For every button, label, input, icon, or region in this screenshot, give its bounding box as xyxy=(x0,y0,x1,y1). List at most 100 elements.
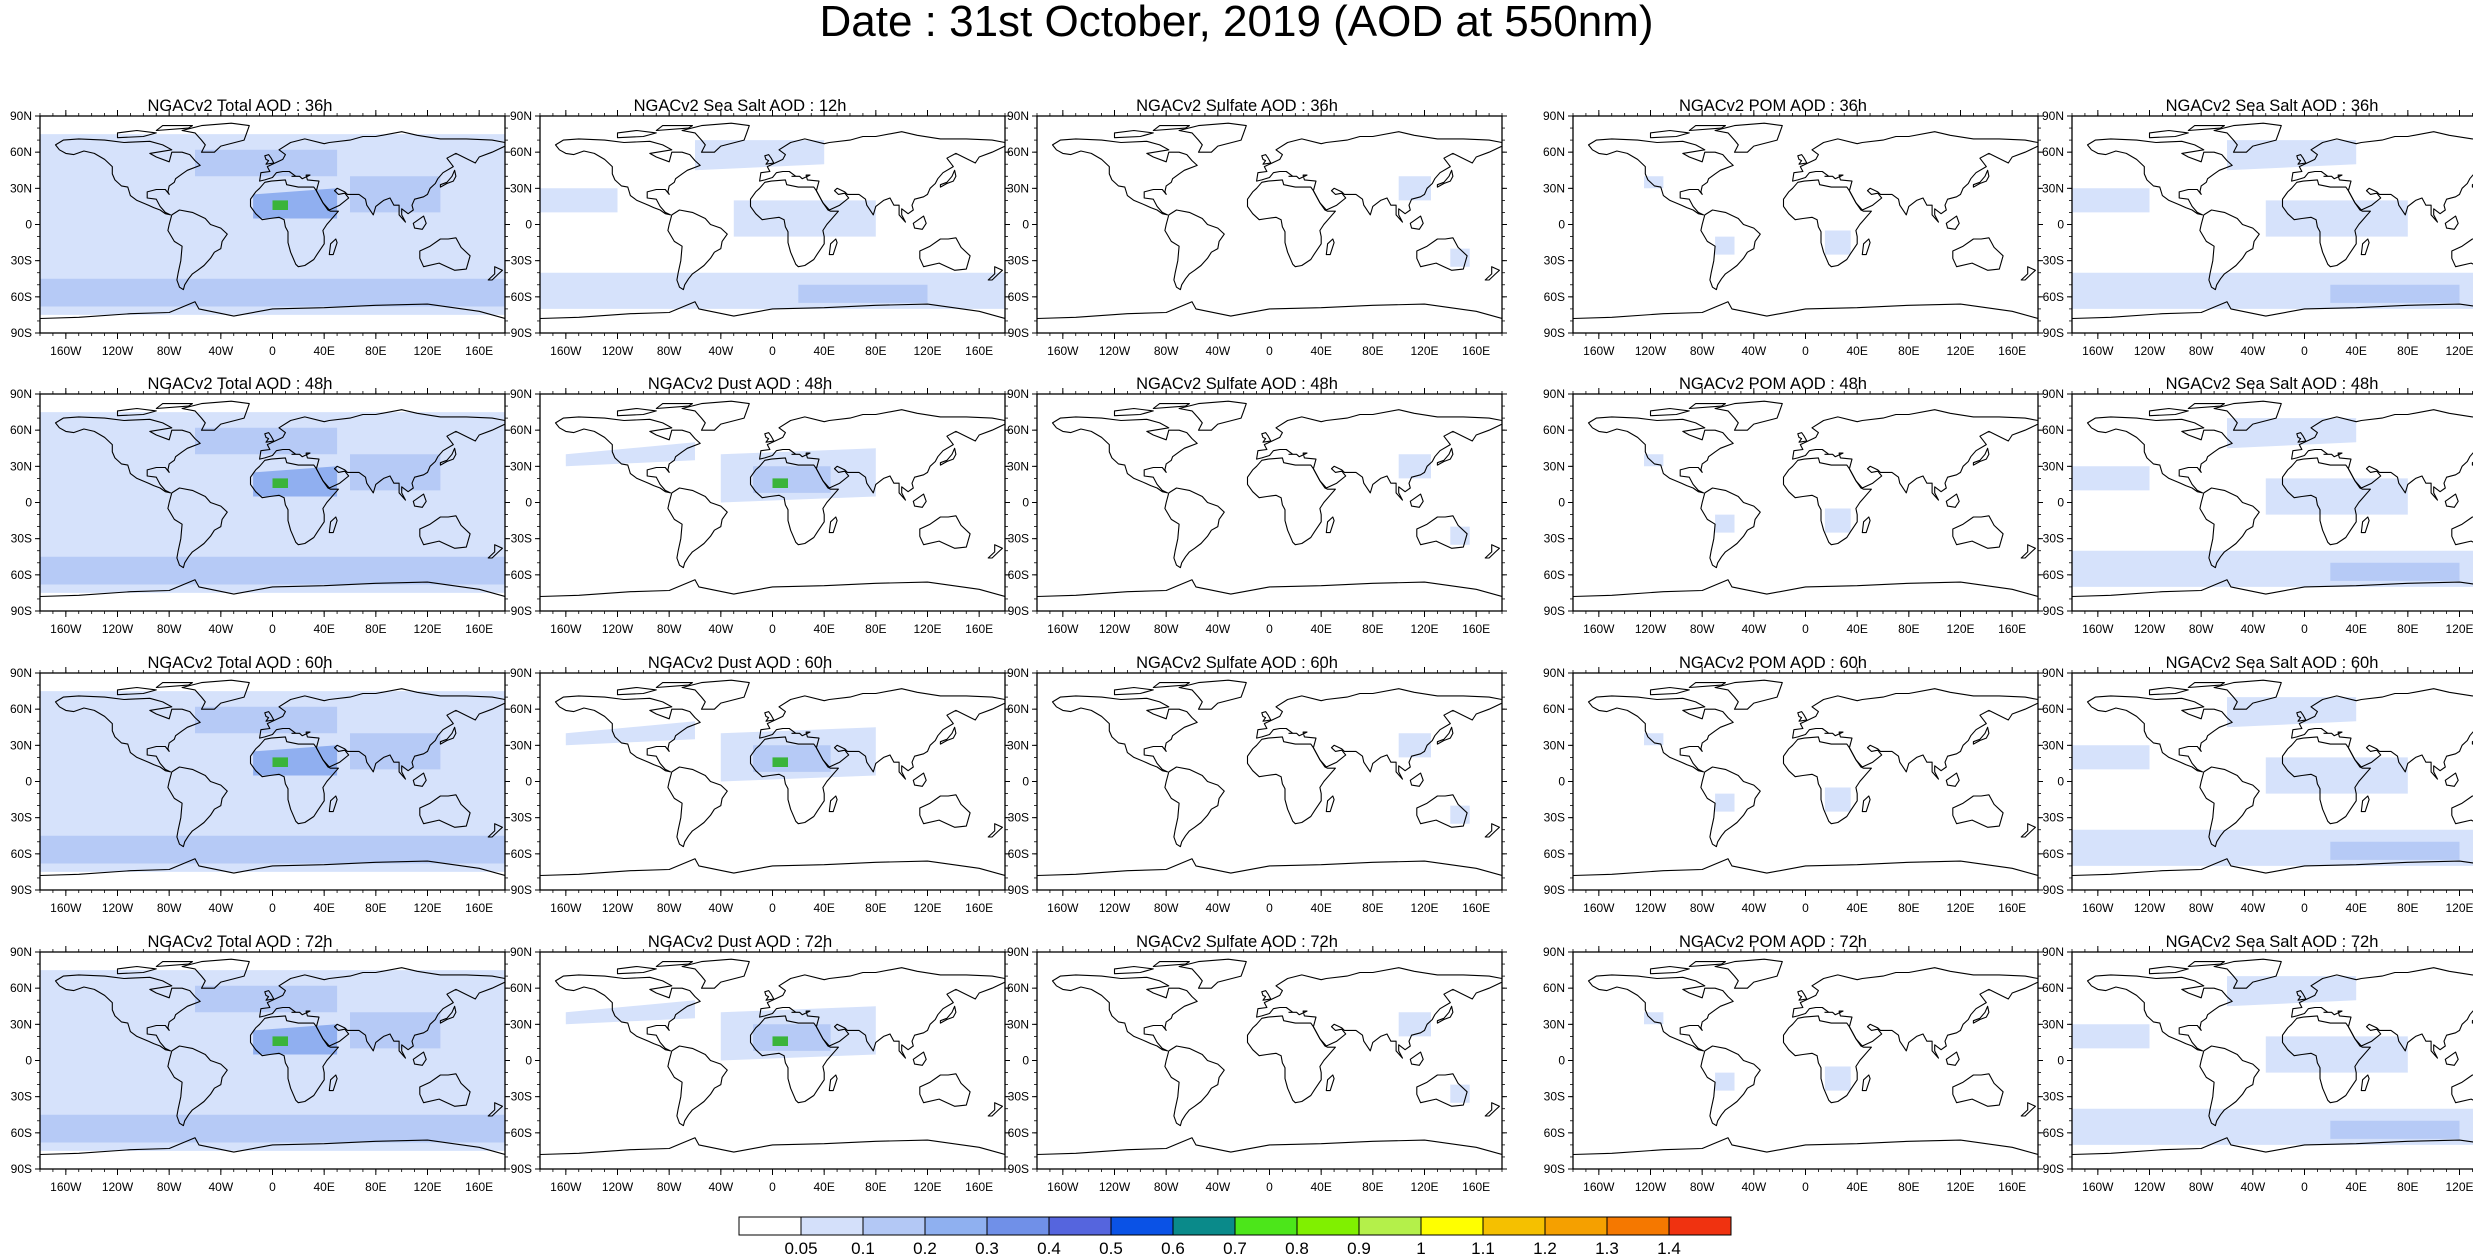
colorbar-box xyxy=(1420,1216,1484,1236)
aod-region xyxy=(253,745,338,776)
lon-tick-label: 120E xyxy=(1946,344,1974,358)
coastline-arctic-islands-1 xyxy=(2148,686,2189,696)
map-panel: NGACv2 Sulfate AOD : 72h 90N 60N 30N 0 30S 60S… xyxy=(997,931,1507,1201)
coastline-japan xyxy=(1436,1005,1454,1024)
panel-title: NGACv2 Sulfate AOD : 48h xyxy=(1136,375,1338,393)
lon-tick-label: 80W xyxy=(1154,1180,1179,1194)
lat-tick-label: 0 xyxy=(2057,218,2064,232)
coastline-antarctica-coast xyxy=(1573,1137,2038,1156)
aod-region xyxy=(2227,697,2357,728)
aod-region xyxy=(40,835,505,864)
coastline-europe-asia xyxy=(2291,688,2473,780)
lat-tick-label: 90N xyxy=(1007,945,1029,959)
coastline-south-america xyxy=(1164,766,1225,848)
lat-tick-label: 60S xyxy=(511,1126,532,1140)
lon-tick-label: 80E xyxy=(365,1180,386,1194)
coastline-japan xyxy=(439,169,457,188)
aod-region xyxy=(2227,140,2357,171)
lon-tick-label: 120W xyxy=(2134,1180,2166,1194)
coastline-africa xyxy=(1246,736,1336,825)
colorbar-label: 1 xyxy=(1416,1239,1425,1256)
aod-region xyxy=(40,1114,505,1143)
coastline-arctic-islands-1 xyxy=(2148,407,2189,417)
coastline-australia xyxy=(419,794,471,828)
coastline-arctic-islands-2 xyxy=(1152,682,1190,689)
coastline-antarctica-coast xyxy=(2072,1137,2473,1156)
lon-tick-label: 80E xyxy=(1898,1180,1919,1194)
coastline-great-britain xyxy=(1797,154,1808,165)
coastline-arctic-islands-1 xyxy=(1649,686,1690,696)
coastline-great-britain xyxy=(1261,711,1272,722)
lon-tick-label: 0 xyxy=(269,344,276,358)
lat-tick-label: 90S xyxy=(1008,326,1029,340)
coastline-australia xyxy=(919,1073,971,1107)
aod-region xyxy=(40,556,505,585)
coastline-south-america xyxy=(667,209,728,291)
lon-tick-label: 40W xyxy=(1205,344,1230,358)
coastline-japan xyxy=(439,726,457,745)
coastline-australia xyxy=(1416,794,1468,828)
map-panel: NGACv2 Sulfate AOD : 48h 90N 60N 30N 0 30S 60S… xyxy=(997,373,1507,643)
coastline-australia xyxy=(1952,237,2004,271)
coastline-europe-asia xyxy=(259,967,505,1059)
lon-tick-label: 80W xyxy=(1154,344,1179,358)
lon-tick-label: 160W xyxy=(50,344,82,358)
lat-tick-label: 90N xyxy=(510,666,532,680)
aod-region xyxy=(272,200,288,210)
colorbar-label: 0.05 xyxy=(784,1239,817,1256)
coastline-arctic-islands-2 xyxy=(1688,961,1726,968)
lon-tick-label: 40E xyxy=(813,1180,834,1194)
lat-tick-label: 60N xyxy=(510,145,532,159)
lon-tick-label: 80E xyxy=(365,622,386,636)
aod-region xyxy=(753,1024,831,1051)
map-panel: NGACv2 POM AOD : 48h 90N 60N 30N 0 30S 60S 90S 1… xyxy=(1533,373,2043,643)
coastline-new-zealand xyxy=(987,823,1003,838)
aod-region xyxy=(2265,200,2408,237)
coastlines xyxy=(40,679,505,877)
lon-tick-label: 80E xyxy=(1898,901,1919,915)
lat-tick-label: 60S xyxy=(11,847,32,861)
lat-tick-label: 60S xyxy=(11,568,32,582)
coastline-africa xyxy=(2281,179,2371,268)
lon-tick-label: 160W xyxy=(550,1180,582,1194)
map-frame xyxy=(1572,672,2039,891)
lat-tick-label: 60N xyxy=(1007,981,1029,995)
coastline-arctic-islands-2 xyxy=(2187,682,2225,689)
coastline-europe-asia xyxy=(259,409,505,501)
lat-tick-label: 30S xyxy=(511,811,532,825)
lat-tick-label: 0 xyxy=(1558,218,1565,232)
lat-tick-label: 0 xyxy=(1022,1054,1029,1068)
lon-tick-label: 80E xyxy=(1362,901,1383,915)
coastline-africa xyxy=(249,457,339,546)
lat-tick-label: 90S xyxy=(511,604,532,618)
coastline-new-zealand xyxy=(987,544,1003,559)
coastline-greenland xyxy=(681,122,750,153)
lat-tick-label: 60N xyxy=(2042,702,2064,716)
coastline-great-britain xyxy=(764,711,775,722)
aod-region xyxy=(753,466,831,493)
lon-tick-label: 80E xyxy=(865,344,886,358)
lat-tick-label: 60N xyxy=(510,702,532,716)
coastline-africa xyxy=(1782,457,1872,546)
aod-region xyxy=(350,1012,441,1049)
colorbar-box xyxy=(800,1216,864,1236)
lon-tick-label: 160W xyxy=(550,622,582,636)
coastline-north-america xyxy=(54,138,201,216)
lon-tick-label: 80W xyxy=(657,901,682,915)
map-panel: NGACv2 Sulfate AOD : 60h 90N 60N 30N 0 30S 60S… xyxy=(997,652,1507,922)
coastline-antarctica-coast xyxy=(2072,301,2473,320)
lon-tick-label: 80E xyxy=(865,1180,886,1194)
aod-region xyxy=(1824,787,1851,812)
lat-tick-label: 90N xyxy=(1007,109,1029,123)
aod-region xyxy=(272,478,288,488)
lat-tick-label: 90N xyxy=(10,666,32,680)
aod-region xyxy=(2330,1120,2460,1139)
lon-tick-label: 80W xyxy=(657,622,682,636)
coastline-north-america xyxy=(554,138,701,216)
lon-tick-label: 80E xyxy=(1898,622,1919,636)
coastline-greenland xyxy=(1714,122,1783,153)
lat-tick-label: 0 xyxy=(2057,496,2064,510)
lat-tick-label: 0 xyxy=(1022,775,1029,789)
coastline-new-zealand xyxy=(487,1102,503,1117)
lon-tick-label: 0 xyxy=(1802,622,1809,636)
